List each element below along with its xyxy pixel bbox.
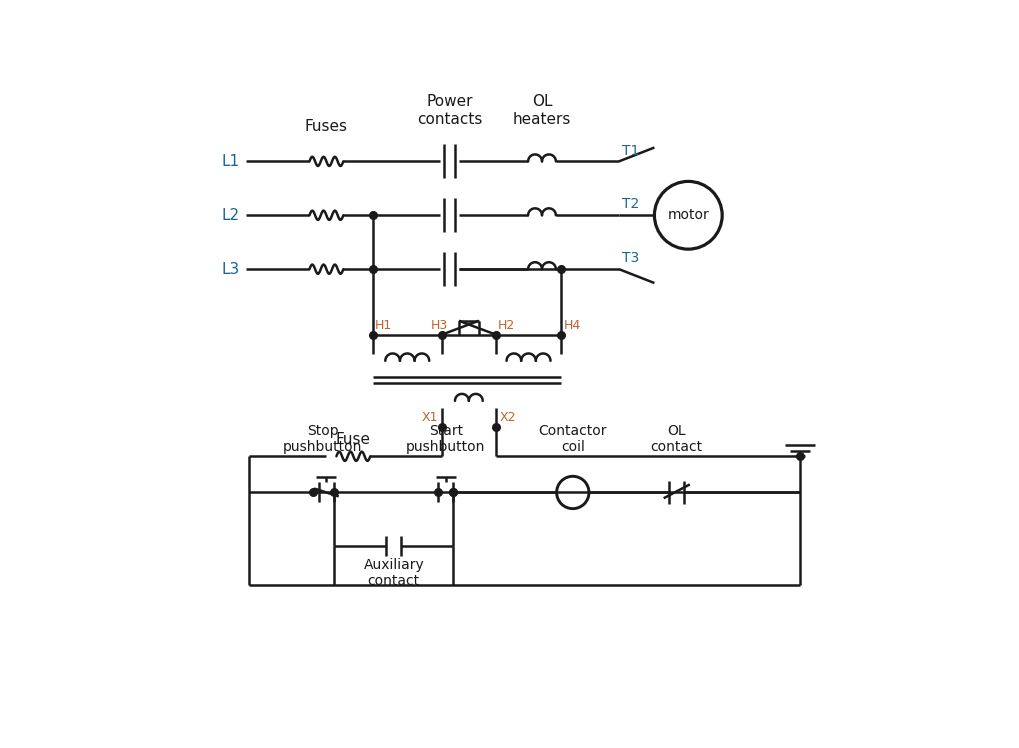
Text: X1: X1: [421, 411, 437, 424]
Text: Fuses: Fuses: [305, 120, 347, 135]
Text: Start
pushbutton: Start pushbutton: [406, 424, 485, 454]
Text: L3: L3: [221, 262, 239, 277]
Text: Fuse: Fuse: [335, 432, 371, 447]
Text: Auxiliary
contact: Auxiliary contact: [363, 558, 424, 588]
Text: Contactor
coil: Contactor coil: [538, 424, 606, 454]
Text: H3: H3: [430, 319, 447, 331]
Text: motor: motor: [666, 208, 708, 222]
Text: H4: H4: [564, 319, 580, 331]
Text: L1: L1: [221, 154, 239, 169]
Text: T1: T1: [622, 144, 639, 158]
Text: OL
heaters: OL heaters: [513, 94, 571, 126]
Text: OL
contact: OL contact: [650, 424, 702, 454]
Text: Power
contacts: Power contacts: [417, 94, 482, 126]
Text: X2: X2: [499, 411, 516, 424]
Text: L2: L2: [221, 208, 239, 223]
Text: H2: H2: [497, 319, 515, 331]
Text: T2: T2: [622, 197, 639, 212]
Text: T3: T3: [622, 251, 639, 266]
Text: H1: H1: [375, 319, 391, 331]
Text: Stop
pushbutton: Stop pushbutton: [282, 424, 362, 454]
